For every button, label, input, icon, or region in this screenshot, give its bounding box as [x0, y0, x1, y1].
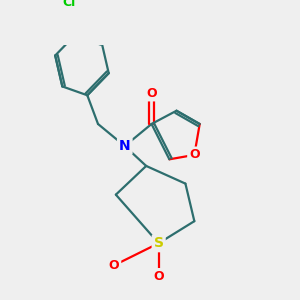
- Text: N: N: [119, 139, 130, 153]
- Text: O: O: [109, 259, 119, 272]
- Text: Cl: Cl: [63, 0, 76, 9]
- Text: O: O: [153, 270, 164, 283]
- Text: O: O: [189, 148, 200, 161]
- Text: O: O: [146, 87, 157, 100]
- Text: S: S: [154, 236, 164, 250]
